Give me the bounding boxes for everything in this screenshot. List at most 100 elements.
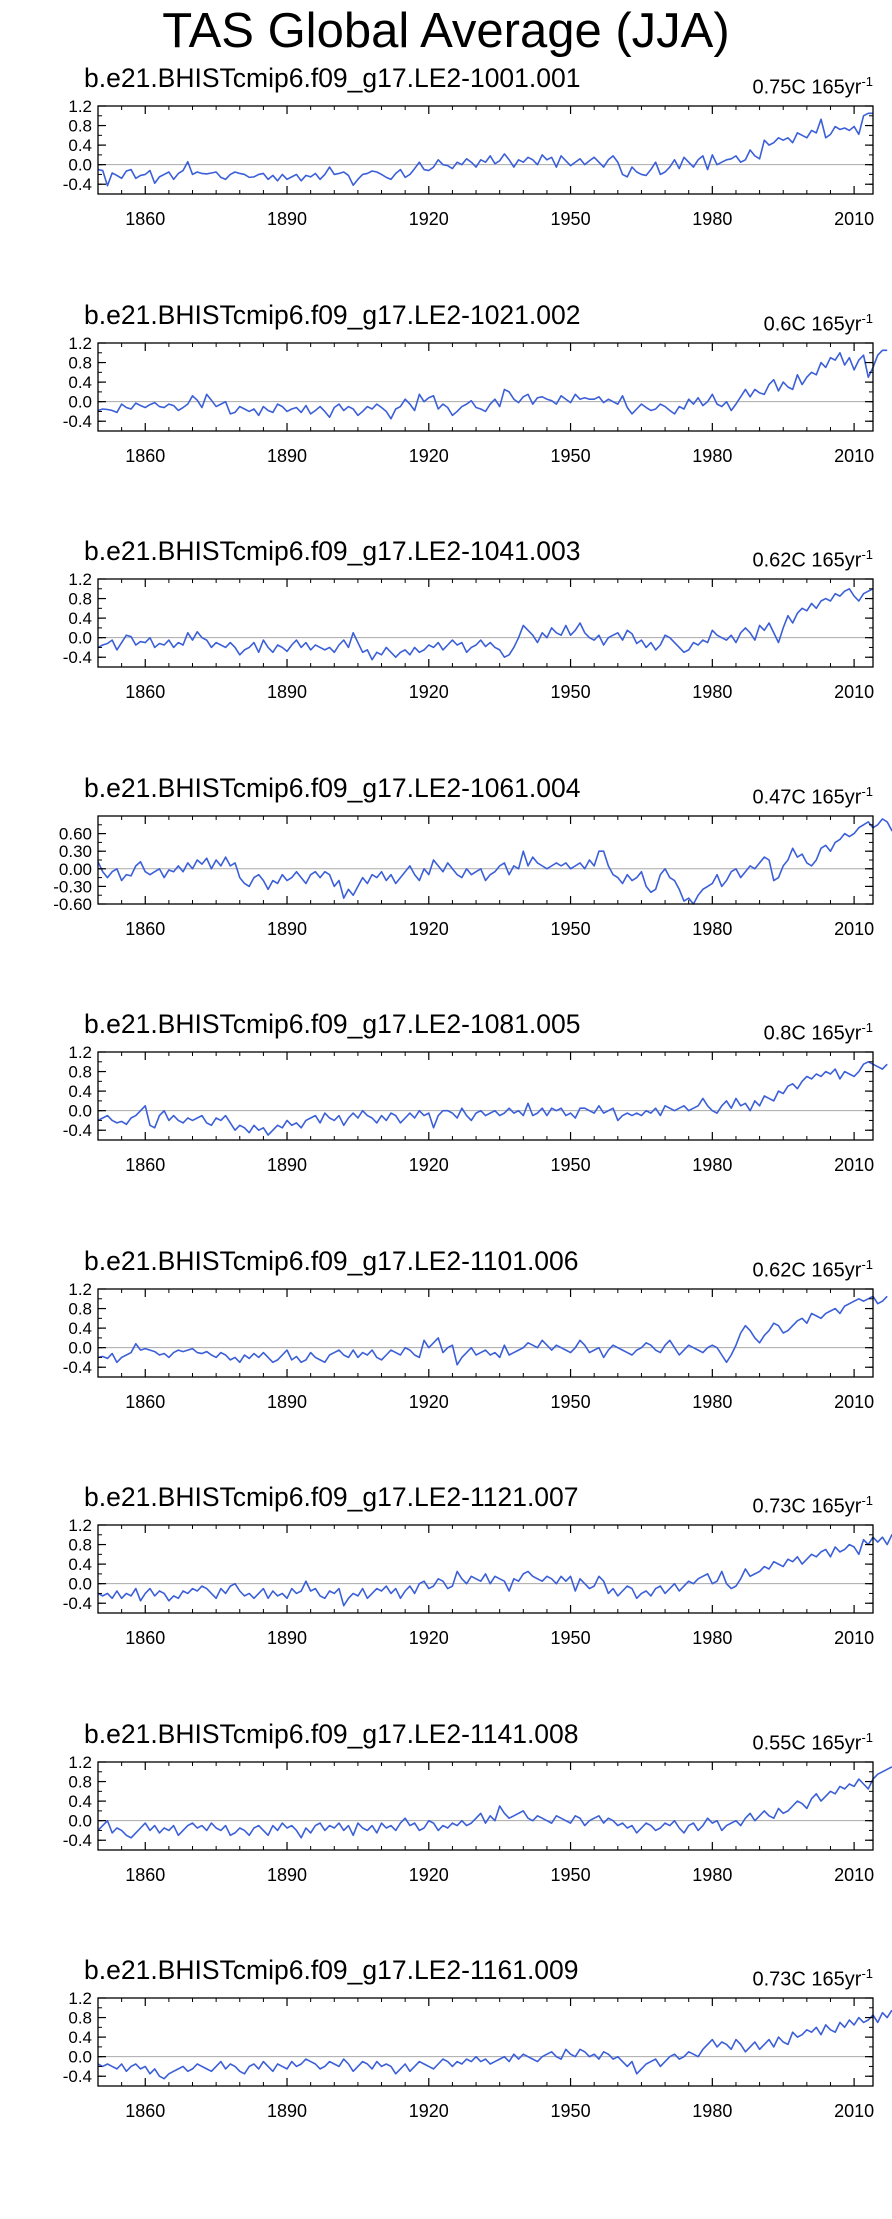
y-tick-label: -0.4	[63, 1594, 92, 1613]
plot-frame	[97, 1760, 874, 1851]
x-tick-label: 1920	[409, 1628, 449, 1648]
x-tick-label: 1890	[267, 209, 307, 229]
y-tick-label: 0.0	[68, 1338, 92, 1357]
x-tick-label: 1890	[267, 682, 307, 702]
x-tick-label: 1980	[692, 1628, 732, 1648]
trend-annotation-exponent: -1	[861, 74, 873, 89]
x-tick-label: 1950	[551, 1628, 591, 1648]
y-tick-label: -0.4	[63, 2067, 92, 2086]
y-tick-label: 0.30	[59, 842, 92, 861]
trend-annotation: 0.73C 165yr-1	[752, 1962, 873, 1992]
y-tick-label: 1.2	[68, 1043, 92, 1062]
x-tick-label: 1950	[551, 1392, 591, 1412]
y-tick-label: 0.8	[68, 353, 92, 372]
x-tick-label: 2010	[834, 446, 874, 466]
trend-annotation: 0.73C 165yr-1	[752, 1489, 873, 1519]
y-tick-label: -0.30	[53, 877, 92, 896]
x-tick-label: 1920	[409, 446, 449, 466]
y-tick-label: -0.60	[53, 895, 92, 914]
y-tick-label: 0.4	[68, 373, 92, 392]
x-tick-label: 1860	[125, 682, 165, 702]
series-line	[97, 1765, 892, 1839]
trend-annotation: 0.8C 165yr-1	[764, 1016, 873, 1046]
x-tick-label: 2010	[834, 209, 874, 229]
trend-annotation: 0.47C 165yr-1	[752, 780, 873, 810]
y-tick-label: 1.2	[68, 97, 92, 116]
trend-annotation-exponent: -1	[861, 1020, 873, 1035]
chart-panel: 1860 1890 1920 1950 1980 2010 1.20.80.40.0-0.4	[63, 1043, 888, 1175]
trend-annotation-text: 0.75C 165yr	[752, 76, 862, 99]
x-tick-label: 1920	[409, 1392, 449, 1412]
chart-panel: 1860 1890 1920 1950 1980 2010 1.20.80.40.0-0.4	[63, 1989, 892, 2121]
x-tick-label: 1890	[267, 919, 307, 939]
panel-title: b.e21.BHISTcmip6.f09_g17.LE2-1141.008	[84, 1718, 579, 1749]
x-tick-label: 1980	[692, 1155, 732, 1175]
x-tick-label: 1860	[125, 1628, 165, 1648]
chart-panel: 1860 1890 1920 1950 1980 2010 1.20.80.40.0-0.4	[63, 97, 874, 229]
plot-frame	[97, 341, 874, 432]
y-tick-label: 0.8	[68, 1063, 92, 1082]
panel-title: b.e21.BHISTcmip6.f09_g17.LE2-1101.006	[84, 1245, 579, 1276]
y-tick-label: -0.4	[63, 175, 92, 194]
y-tick-label: -0.4	[63, 412, 92, 431]
plot-frame	[97, 814, 874, 905]
y-tick-label: 0.8	[68, 1536, 92, 1555]
chart-panel: 1860 1890 1920 1950 1980 2010 1.20.80.40.0-0.4	[63, 1280, 888, 1412]
y-tick-label: -0.4	[63, 1121, 92, 1140]
plot-frame	[97, 1524, 874, 1614]
plot-frame	[97, 1997, 874, 2087]
y-tick-label: 0.0	[68, 156, 92, 175]
x-tick-label: 1890	[267, 1155, 307, 1175]
panel-title: b.e21.BHISTcmip6.f09_g17.LE2-1161.009	[84, 1955, 579, 1985]
trend-annotation: 0.62C 165yr-1	[752, 543, 873, 573]
x-tick-label: 2010	[834, 682, 874, 702]
x-tick-label: 1980	[692, 682, 732, 702]
panel-title: b.e21.BHISTcmip6.f09_g17.LE2-1001.001	[84, 63, 581, 93]
trend-annotation-text: 0.73C 165yr	[752, 1968, 862, 1991]
y-tick-label: 0.8	[68, 590, 92, 609]
y-tick-label: 0.0	[68, 1811, 92, 1830]
y-tick-label: 0.4	[68, 136, 92, 155]
y-tick-label: 1.2	[68, 1989, 92, 2008]
y-tick-label: 0.8	[68, 1772, 92, 1791]
trend-annotation-text: 0.55C 165yr	[752, 1732, 862, 1755]
x-tick-label: 1980	[692, 209, 732, 229]
series-line	[97, 349, 888, 420]
chart-panel: 1860 1890 1920 1950 1980 2010 1.20.80.40.0-0.4	[63, 570, 874, 702]
plot-frame	[97, 1287, 874, 1378]
x-tick-label: 1860	[125, 1155, 165, 1175]
y-tick-label: 0.0	[68, 392, 92, 411]
x-tick-label: 1950	[551, 1155, 591, 1175]
y-tick-label: 0.4	[68, 1792, 92, 1811]
chart-panel: 1860 1890 1920 1950 1980 2010 0.600.300.00-0.3…	[53, 814, 892, 939]
y-tick-label: -0.4	[63, 648, 92, 667]
trend-annotation-exponent: -1	[861, 547, 873, 562]
x-tick-label: 1860	[125, 919, 165, 939]
series-line	[97, 112, 873, 187]
x-tick-label: 1980	[692, 2101, 732, 2121]
trend-annotation: 0.62C 165yr-1	[752, 1253, 873, 1283]
trend-annotation-text: 0.62C 165yr	[752, 549, 862, 572]
trend-annotation-text: 0.8C 165yr	[763, 1022, 862, 1045]
y-tick-label: 1.2	[68, 570, 92, 589]
plot-frame	[97, 1051, 874, 1141]
y-tick-label: 0.4	[68, 1082, 92, 1101]
y-tick-label: 0.4	[68, 1555, 92, 1574]
chart-panel: 1860 1890 1920 1950 1980 2010 1.20.80.40.0-0.4	[63, 1753, 892, 1885]
x-tick-label: 1980	[692, 1865, 732, 1885]
y-tick-label: 0.0	[68, 1575, 92, 1594]
x-tick-label: 2010	[834, 1865, 874, 1885]
x-tick-label: 1950	[551, 2101, 591, 2121]
trend-annotation-text: 0.47C 165yr	[752, 786, 862, 809]
trend-annotation-exponent: -1	[861, 310, 873, 326]
series-line	[97, 1295, 888, 1366]
x-tick-label: 1920	[409, 919, 449, 939]
y-tick-label: 0.4	[68, 2028, 92, 2047]
series-line	[97, 587, 874, 661]
chart-panel: 1860 1890 1920 1950 1980 2010 1.20.80.40.0-0.4	[63, 1516, 892, 1648]
series-line	[97, 1533, 892, 1607]
y-tick-label: -0.4	[63, 1358, 92, 1377]
y-tick-label: 1.2	[68, 334, 92, 353]
trend-annotation: 0.75C 165yr-1	[752, 70, 873, 100]
